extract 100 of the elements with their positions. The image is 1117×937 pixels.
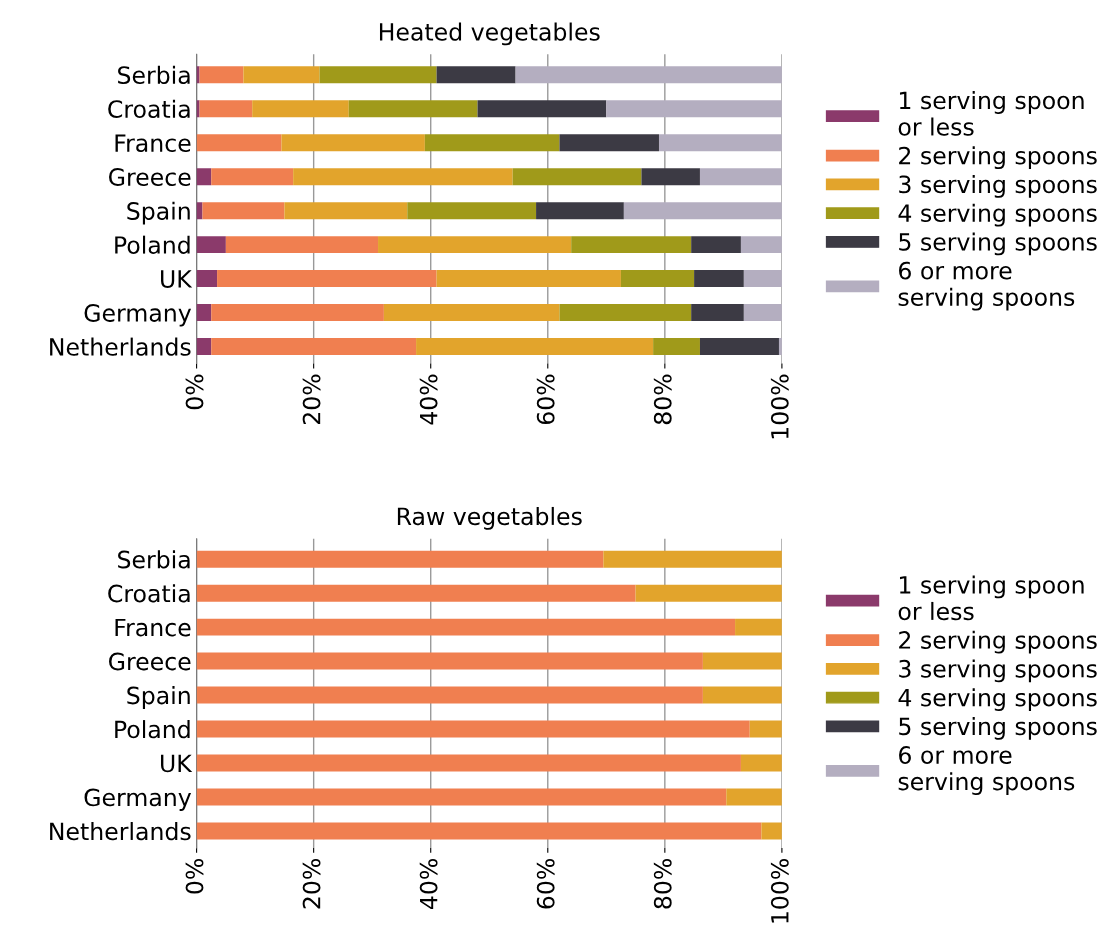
bar [436,270,621,288]
bar [225,236,379,254]
x-tick-label: 0% [185,374,204,410]
bar [281,134,425,152]
y-tick-label: UK [161,270,193,288]
bar [559,134,659,152]
bar [416,338,654,356]
y-tick-label: Germany [84,304,192,327]
y-tick-label: Netherlands [50,337,191,356]
y-tick-label: Greece [109,168,191,186]
bar [740,236,782,254]
bar [761,822,782,840]
y-tick-label: Serbia [118,65,190,85]
legend-label: 4 serving spoons [898,203,1097,227]
x-tick-label: 40% [419,859,438,910]
bar [293,168,513,186]
bar [658,134,782,152]
legend-label: 6 or more serving spoons [898,261,1075,311]
bar [196,168,212,186]
bar [740,754,782,772]
bar [623,202,782,220]
bar [436,66,516,84]
bar [735,618,782,636]
y-tick-label: Croatia [108,99,190,119]
bar [620,270,695,288]
bar [202,202,285,220]
legend-label: 4 serving spoons [898,688,1097,712]
bar [378,236,572,254]
bar [641,168,700,186]
bar [512,168,642,186]
bar [515,66,782,84]
y-tick-label: Germany [84,788,192,811]
x-tick-label: 0% [185,859,204,894]
bar [691,304,744,322]
bar [559,304,692,322]
bar [196,304,212,322]
bar [603,550,782,568]
bar [196,618,736,636]
legend-label: 3 serving spoons [899,659,1097,683]
bar [196,550,604,568]
bar [211,338,417,356]
bar [749,720,782,738]
y-tick-label: UK [161,754,193,773]
y-tick-label: Netherlands [50,822,191,841]
bar [196,720,750,738]
y-tick-label: Croatia [108,584,190,603]
bar [199,66,244,84]
bar [726,788,782,806]
legend-label: 1 serving spoon or less [898,91,1084,136]
bar [196,686,703,704]
bar [284,202,408,220]
x-tick-label: 100% [770,859,789,923]
bar [691,236,741,254]
y-tick-label: Spain [127,686,190,709]
bar [743,270,782,288]
bar [196,788,727,806]
bar [217,270,437,288]
y-tick-label: Greece [109,652,191,671]
x-tick-label: 20% [302,374,321,425]
x-tick-label: 60% [536,859,555,909]
bar [699,168,782,186]
bar [196,754,741,772]
legend-label: 5 serving spoons [899,232,1097,256]
x-tick-label: 80% [653,374,672,425]
legend-label: 6 or more serving spoons [898,746,1075,795]
bar [319,66,437,84]
x-tick-label: 20% [302,859,321,909]
x-tick-label: 40% [419,374,438,425]
bar [424,134,560,152]
y-tick-label: Poland [115,235,190,254]
legend-label: 2 serving spoons [899,630,1097,654]
bar [196,270,218,288]
bar [694,270,744,288]
bar [702,686,782,704]
legend-label: 1 serving spoon or less [898,575,1084,621]
bar [571,236,692,254]
bar [653,338,700,356]
bar [536,202,624,220]
bar [477,100,607,118]
x-tick-label: 100% [770,374,789,439]
chart-title: Raw vegetables [397,506,582,530]
y-tick-label: France [115,134,191,152]
x-tick-label: 80% [653,859,672,909]
bar [196,652,703,670]
bar [606,100,782,118]
chart-title: Heated vegetables [379,22,600,46]
legend-label: 5 serving spoons [899,716,1097,740]
y-tick-label: Spain [127,201,190,225]
bar [252,100,349,118]
bar [196,100,200,118]
bar [211,304,384,322]
y-tick-label: Serbia [118,550,190,569]
legend-label: 2 serving spoons [899,146,1097,170]
bar [211,168,294,186]
bar [743,304,782,322]
bar [196,236,226,254]
bar [635,584,782,602]
bar [699,338,779,356]
bar [196,134,282,152]
bar [196,338,212,356]
